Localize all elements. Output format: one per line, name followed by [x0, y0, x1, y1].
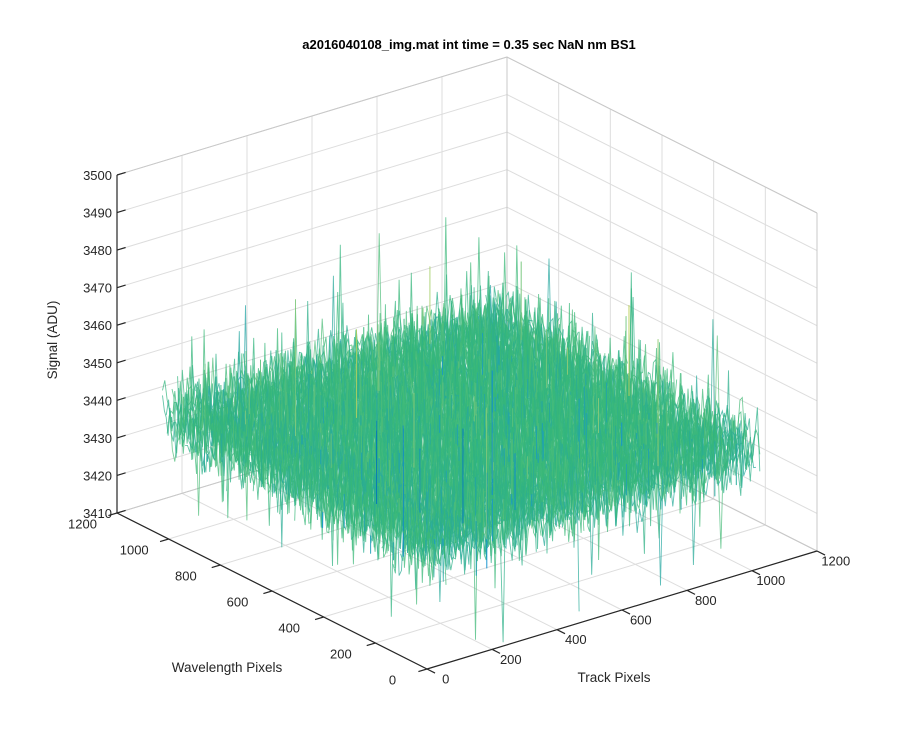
- z-tick-label: 3440: [83, 393, 112, 408]
- z-tick: [116, 472, 126, 477]
- wall-grid-line: [506, 281, 818, 439]
- z-tick: [116, 284, 126, 289]
- y-axis-label: Wavelength Pixels: [172, 660, 283, 675]
- axes: 0 200 400 600 800 1000 1200 0 200 400 600 800 1000 12…: [68, 168, 850, 687]
- box-edge: [116, 56, 508, 176]
- x-tick-label: 1000: [756, 573, 785, 588]
- wall-grid-line: [506, 94, 818, 252]
- wall-grid-line: [506, 206, 818, 364]
- z-tick-label: 3460: [83, 318, 112, 333]
- surface-line: [309, 348, 575, 542]
- surface-mesh: [162, 217, 761, 643]
- floor-grid-line: [323, 498, 714, 618]
- y-tick-label: 600: [227, 594, 249, 609]
- x-tick: [751, 570, 761, 576]
- x-tick-label: 600: [630, 612, 652, 627]
- z-tick: [116, 171, 126, 176]
- z-tick-label: 3490: [83, 206, 112, 221]
- x-tick-label: 400: [565, 632, 587, 647]
- x-tick: [426, 668, 436, 674]
- y-tick-label: 400: [278, 620, 300, 635]
- y-tick-label: 0: [389, 672, 396, 687]
- chart-title: a2016040108_img.mat int time = 0.35 sec …: [302, 37, 636, 52]
- z-tick: [116, 359, 126, 364]
- y-tick: [211, 564, 221, 569]
- y-tick: [418, 668, 428, 673]
- z-tick-label: 3420: [83, 468, 112, 483]
- z-tick-label: 3430: [83, 431, 112, 446]
- z-tick-label: 3450: [83, 356, 112, 371]
- z-tick: [116, 322, 126, 326]
- y-tick-label: 200: [330, 646, 352, 661]
- z-tick: [116, 209, 126, 214]
- wall-grid-line: [506, 244, 818, 402]
- x-tick: [686, 589, 696, 595]
- y-tick: [159, 538, 169, 543]
- y-tick-label: 1000: [120, 542, 149, 557]
- x-axis-label: Track Pixels: [577, 670, 650, 685]
- x-tick: [816, 550, 826, 556]
- surface-line: [162, 393, 428, 590]
- axis-labels: a2016040108_img.mat int time = 0.35 sec …: [45, 37, 651, 685]
- z-tick: [116, 246, 126, 251]
- z-tick-label: 3500: [83, 168, 112, 183]
- y-tick-label: 1200: [68, 516, 97, 531]
- surface-line: [471, 245, 737, 484]
- z-tick-label: 3470: [83, 281, 112, 296]
- z-tick-label: 3410: [83, 506, 112, 521]
- y-tick: [366, 642, 376, 647]
- x-tick-label: 1200: [821, 553, 850, 568]
- z-tick: [116, 434, 126, 439]
- y-tick: [108, 512, 118, 517]
- floor-grid-line: [375, 524, 766, 644]
- z-tick: [116, 509, 126, 514]
- x-tick: [621, 609, 631, 615]
- y-tick: [263, 590, 273, 595]
- x-tick: [556, 629, 566, 635]
- x-tick-label: 800: [695, 593, 717, 608]
- wall-grid-line: [116, 206, 508, 326]
- wall-grid-line: [116, 244, 508, 364]
- box-edge: [506, 56, 818, 214]
- surface-line: [390, 334, 656, 510]
- y-tick: [314, 616, 324, 621]
- z-axis-label: Signal (ADU): [45, 301, 60, 380]
- wall-grid-line: [506, 131, 818, 289]
- z-tick: [116, 397, 126, 401]
- wall-grid-line: [116, 94, 508, 214]
- wall-grid-line: [116, 169, 508, 289]
- x-tick-label: 0: [442, 671, 449, 686]
- surface-line: [433, 321, 699, 497]
- wall-grid-line: [506, 169, 818, 327]
- z-tick-label: 3480: [83, 243, 112, 258]
- y-tick-label: 800: [175, 568, 197, 583]
- x-tick: [491, 648, 501, 654]
- wall-grid-line: [116, 131, 508, 251]
- x-tick-label: 200: [500, 652, 522, 667]
